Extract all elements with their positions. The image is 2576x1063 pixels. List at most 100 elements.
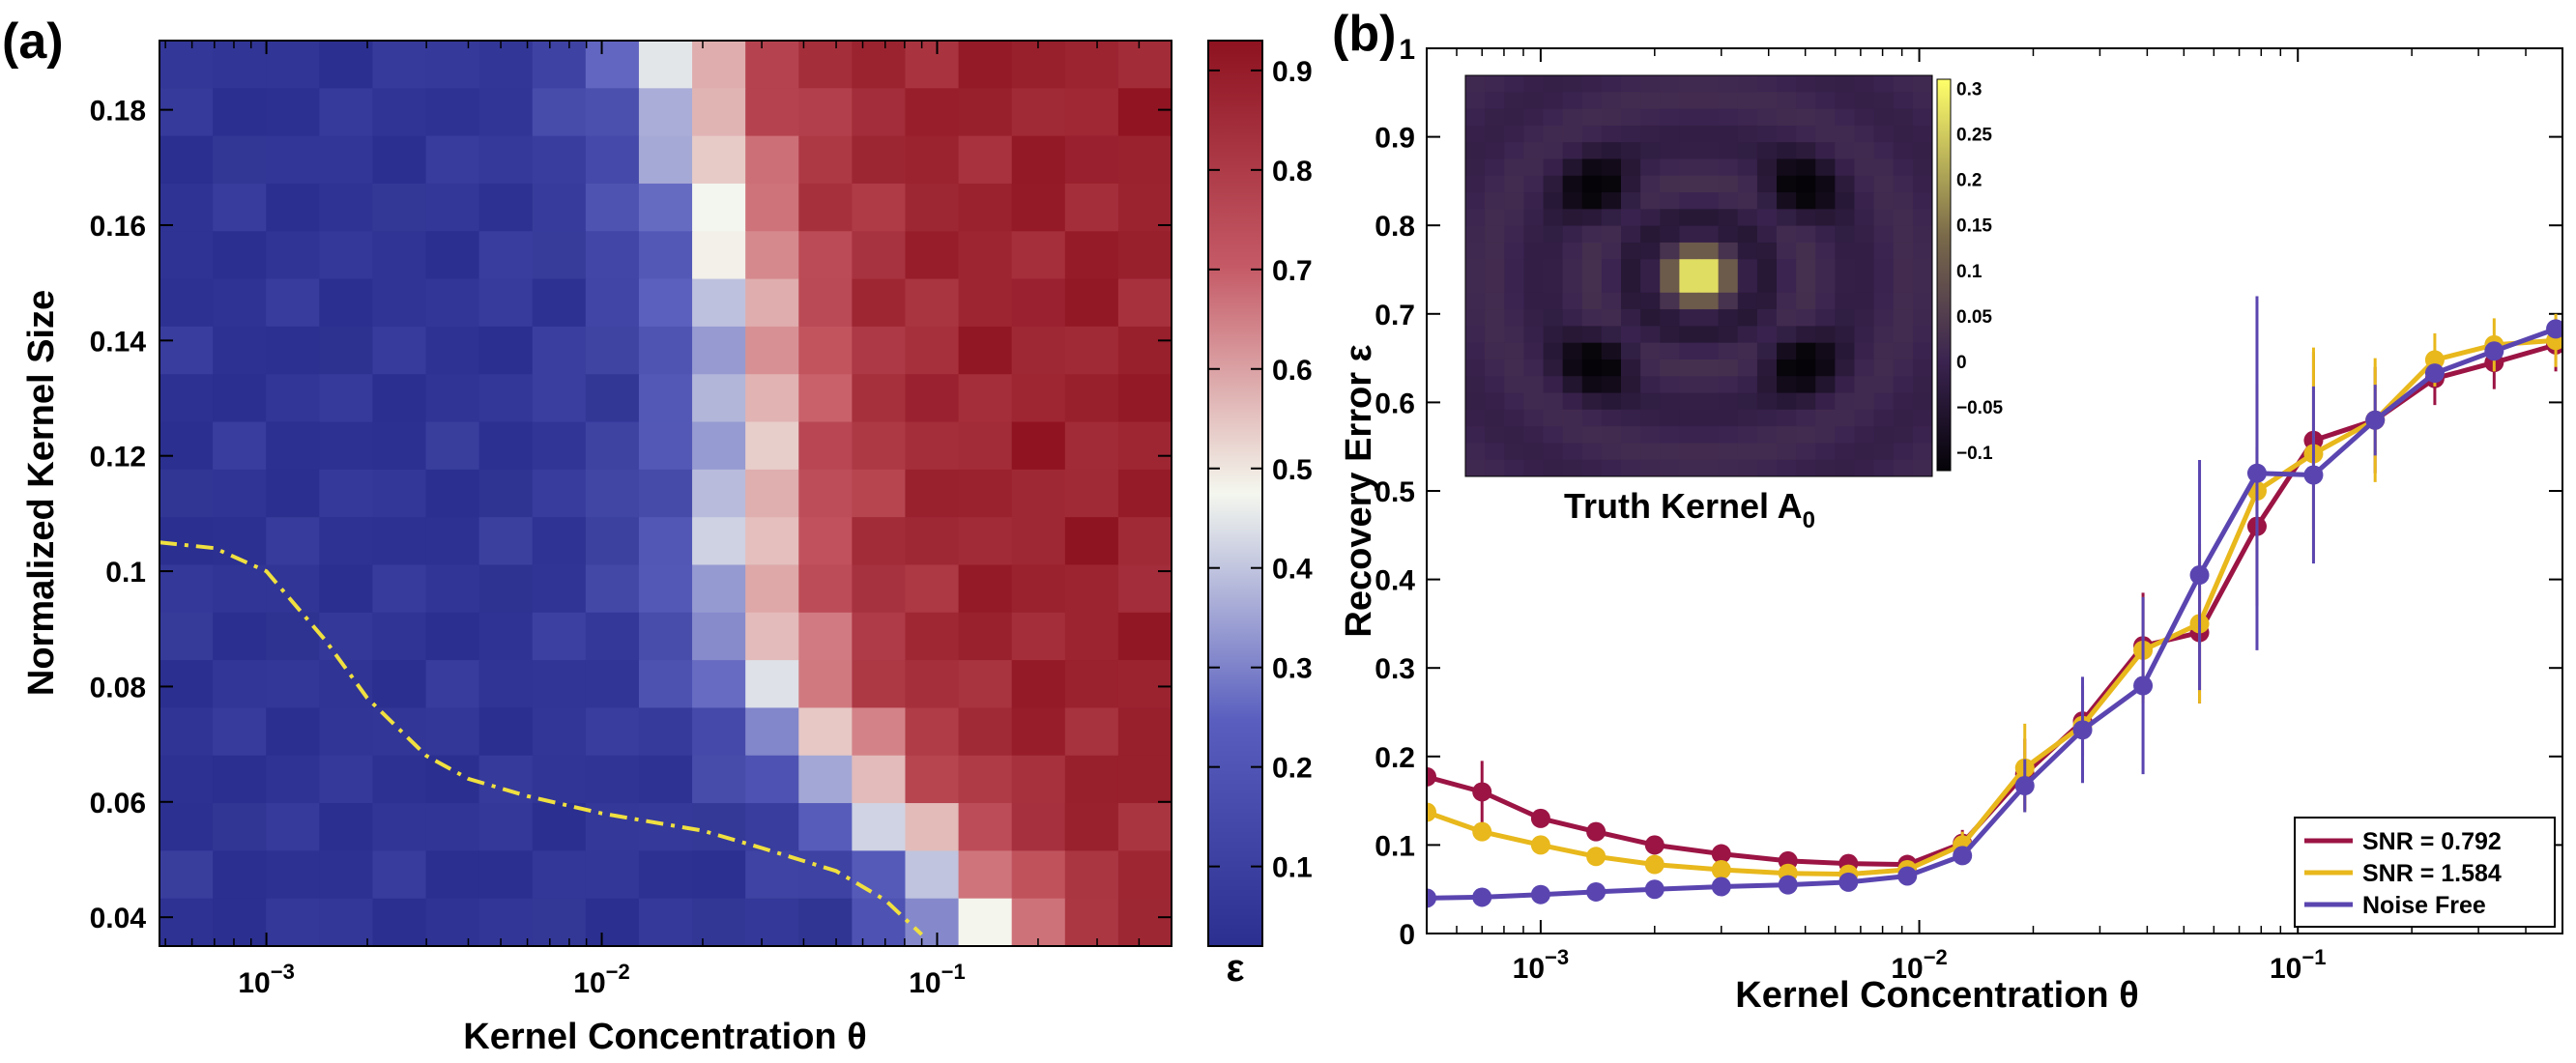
line-chart-y-tick-label: 0.3 (1375, 653, 1415, 685)
heatmap-cell (852, 612, 907, 661)
heatmap-cell (692, 374, 746, 423)
heatmap-cell (319, 183, 374, 232)
inset-cell (1465, 426, 1486, 444)
heatmap-cell (266, 326, 320, 375)
inset-cell (1893, 392, 1914, 411)
heatmap-cell (1011, 374, 1066, 423)
heatmap-cell (1064, 612, 1119, 661)
inset-cell (1777, 209, 1797, 227)
heatmap-cell (319, 231, 374, 280)
heatmap-cell (159, 755, 214, 804)
heatmap-cell (1117, 469, 1172, 518)
inset-cell (1815, 392, 1836, 411)
inset-cell (1835, 309, 1856, 327)
inset-cell (1621, 275, 1641, 294)
inset-cell (1504, 426, 1524, 444)
inset-cell (1504, 359, 1524, 377)
inset-cell (1854, 92, 1875, 110)
heatmap-cell (958, 898, 1013, 946)
inset-cell (1854, 443, 1875, 461)
inset-colorbar (1936, 78, 1952, 472)
inset-cell (1523, 225, 1545, 244)
heatmap-cell (532, 88, 587, 137)
inset-cell (1660, 225, 1680, 244)
heatmap-cell (372, 135, 427, 185)
inset-cell (1581, 342, 1603, 360)
inset-cell (1873, 125, 1895, 143)
series-point (1472, 887, 1492, 907)
heatmap-cell (798, 803, 853, 851)
inset-cell (1698, 225, 1720, 244)
inset-cell (1601, 309, 1622, 327)
heatmap-cell (425, 660, 480, 709)
heatmap-cell (478, 41, 534, 89)
heatmap-cell (958, 612, 1013, 661)
heatmap-cell (1117, 755, 1172, 804)
series-point (1586, 881, 1606, 902)
heatmap-cell (1064, 421, 1119, 471)
series-point (2424, 350, 2445, 370)
inset-cell (1601, 158, 1622, 177)
inset-cell (1718, 209, 1739, 227)
inset-cell (1562, 92, 1583, 110)
inset-cell (1737, 192, 1758, 210)
heatmap-cell (532, 41, 587, 89)
heatmap-cell (425, 421, 480, 471)
heatmap-cell (1117, 88, 1172, 137)
heatmap-cell (852, 755, 907, 804)
inset-cell (1660, 192, 1680, 210)
heatmap-cell (372, 803, 427, 851)
inset-cell (1621, 225, 1641, 244)
heatmap-cell (585, 707, 640, 757)
heatmap-cell (958, 88, 1013, 137)
inset-cell (1679, 359, 1700, 377)
heatmap-cell (585, 88, 640, 137)
inset-cell (1640, 242, 1661, 260)
heatmap-x-tick-label-exponent: −2 (606, 960, 630, 984)
inset-cell (1893, 342, 1914, 360)
heatmap-cell (159, 469, 214, 518)
inset-cell (1854, 209, 1875, 227)
heatmap-cell (1011, 564, 1066, 614)
inset-cell (1777, 426, 1797, 444)
heatmap-cell (1011, 278, 1066, 328)
inset-cell (1640, 326, 1661, 344)
inset-cell (1562, 209, 1583, 227)
inset-cell (1485, 359, 1505, 377)
heatmap-cell (745, 612, 799, 661)
heatmap-cell (372, 88, 427, 137)
inset-cell (1854, 175, 1875, 193)
inset-cell (1815, 225, 1836, 244)
heatmap-cell (532, 660, 587, 709)
inset-cell (1756, 75, 1778, 93)
colorbar-tick-label: 0.2 (1272, 753, 1313, 785)
inset-cell (1601, 75, 1622, 93)
inset-cell (1543, 75, 1564, 93)
inset-cell (1777, 443, 1797, 461)
inset-cell (1465, 409, 1486, 427)
inset-cell (1737, 92, 1758, 110)
inset-cell (1504, 292, 1524, 310)
heatmap-cell (372, 564, 427, 614)
heatmap-cell (159, 421, 214, 471)
heatmap-cell (638, 850, 693, 900)
inset-cell (1543, 225, 1564, 244)
inset-cell (1679, 108, 1700, 127)
heatmap-cell (1117, 231, 1172, 280)
inset-cell (1756, 376, 1778, 394)
heatmap-cell (958, 421, 1013, 471)
heatmap-cell (1117, 421, 1172, 471)
series-point (1530, 808, 1550, 828)
inset-cell (1660, 158, 1680, 177)
heatmap-cell (692, 41, 746, 89)
inset-cell (1835, 75, 1856, 93)
inset-cell (1621, 175, 1641, 193)
heatmap-cell (958, 803, 1013, 851)
heatmap-cell (372, 374, 427, 423)
heatmap-cell (532, 421, 587, 471)
heatmap-cell (638, 41, 693, 89)
inset-cell (1698, 158, 1720, 177)
inset-cell (1465, 275, 1486, 294)
line-chart-legend: SNR = 0.792 SNR = 1.584 Noise Free (2294, 817, 2556, 928)
inset-cell (1543, 192, 1564, 210)
